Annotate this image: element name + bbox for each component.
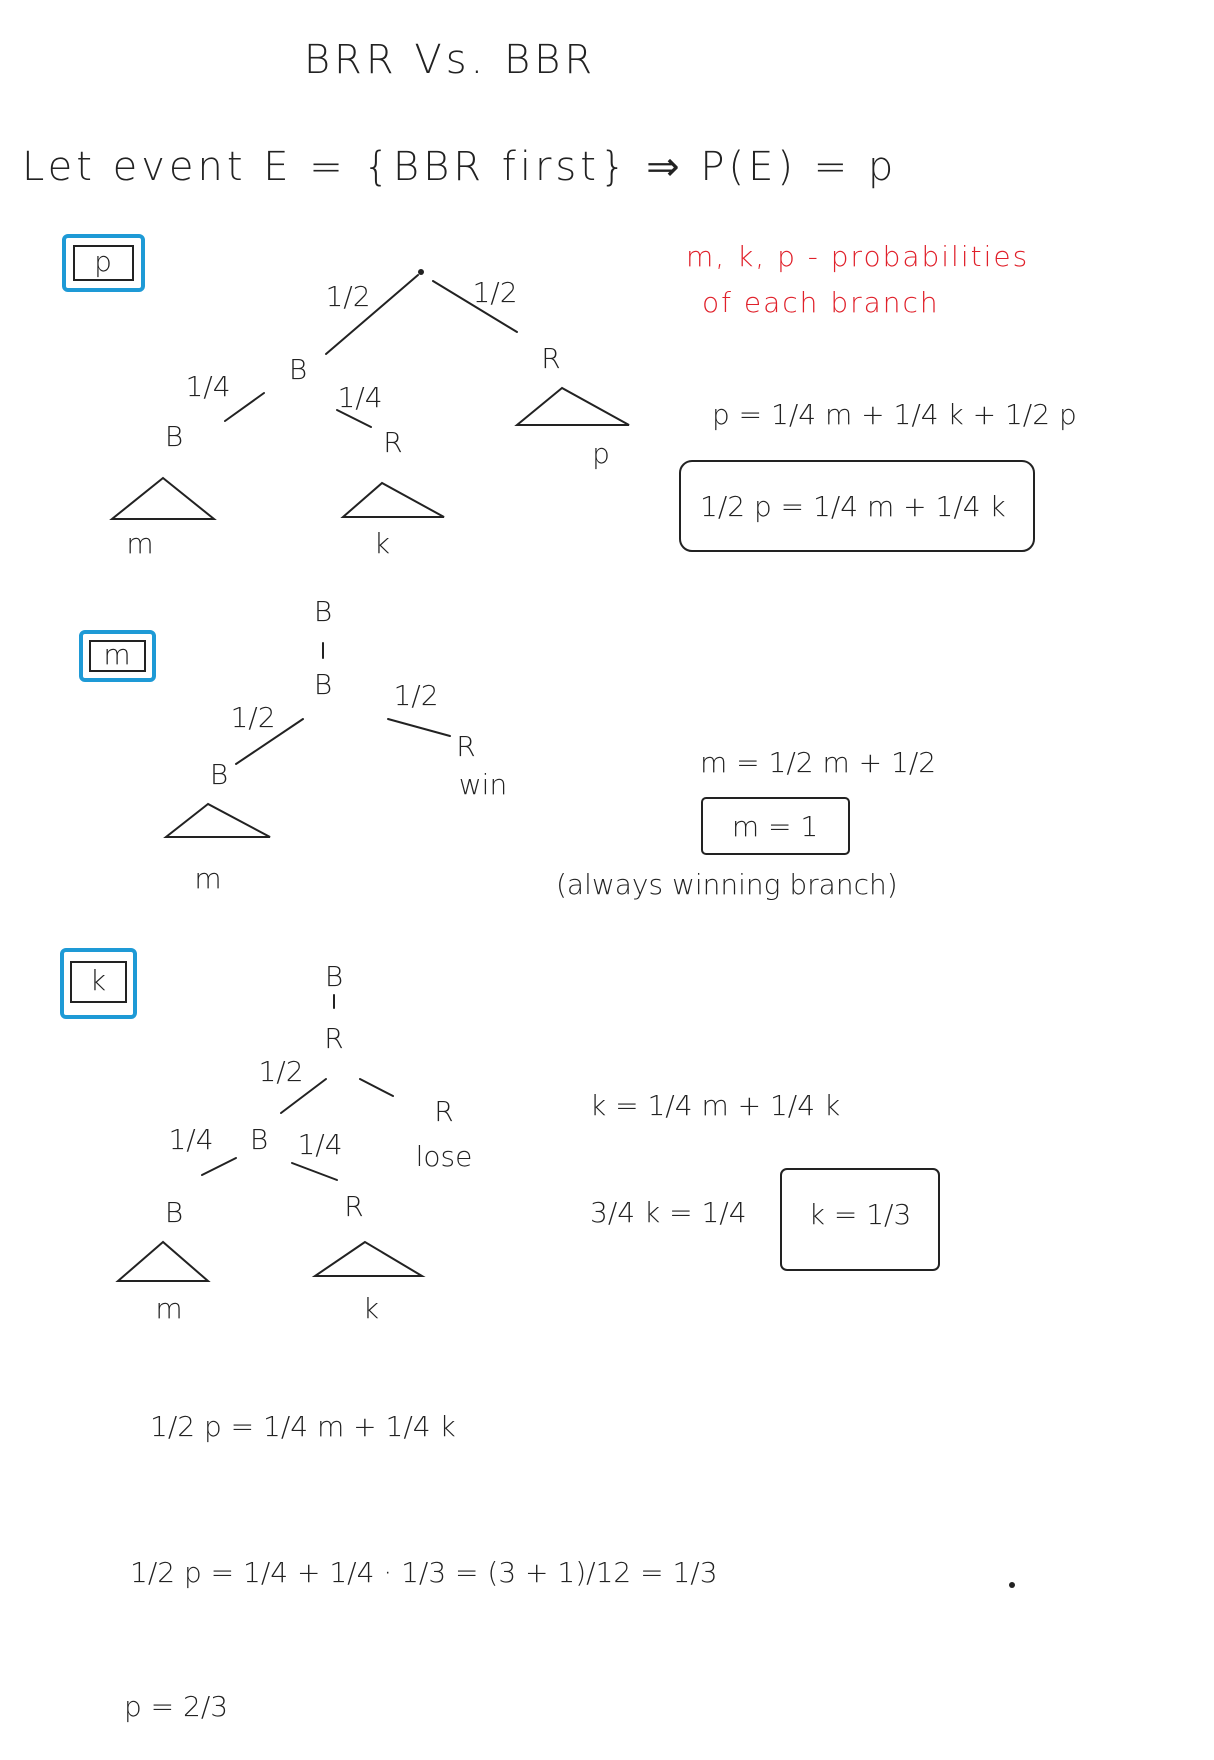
equation: p = 1/4 m + 1/4 k + 1/2 p bbox=[712, 398, 1077, 431]
answer-box bbox=[780, 1168, 940, 1271]
note-line: m, k, p - probabilities bbox=[686, 240, 1029, 273]
note-line: of each branch bbox=[702, 286, 940, 319]
node: B bbox=[165, 420, 183, 453]
node: B bbox=[314, 595, 332, 628]
node: R bbox=[456, 730, 475, 763]
edge-label: 1/2 bbox=[258, 1055, 303, 1088]
subtree bbox=[163, 802, 271, 838]
leaf-label: k bbox=[374, 527, 390, 560]
subtree bbox=[115, 1240, 211, 1282]
edge-label: 1/2 bbox=[230, 701, 275, 734]
node: R bbox=[434, 1095, 453, 1128]
branch bbox=[336, 409, 372, 428]
section-box bbox=[60, 948, 137, 1019]
equation: 1/2 p = 1/4 m + 1/4 k bbox=[700, 490, 1006, 523]
subtree bbox=[109, 476, 217, 520]
node: B bbox=[325, 960, 343, 993]
section-inner-box bbox=[89, 640, 146, 672]
answer-box bbox=[701, 797, 850, 855]
leaf-label: m bbox=[194, 862, 221, 895]
section-label: k bbox=[90, 964, 106, 997]
equation: m = 1 bbox=[732, 810, 818, 843]
edge-label: 1/4 bbox=[297, 1128, 342, 1161]
final-line: 1/2 p = 1/4 + 1/4 · 1/3 = (3 + 1)/12 = 1… bbox=[130, 1556, 718, 1589]
equation: m = 1/2 m + 1/2 bbox=[700, 746, 936, 779]
node: B bbox=[250, 1123, 268, 1156]
edge-label: 1/4 bbox=[185, 370, 230, 403]
tree-root bbox=[418, 269, 424, 275]
branch bbox=[291, 1162, 338, 1181]
branch bbox=[432, 280, 518, 333]
node: B bbox=[165, 1196, 183, 1229]
branch bbox=[235, 718, 304, 765]
final-line: 1/2 p = 1/4 m + 1/4 k bbox=[150, 1410, 456, 1443]
leaf-label: k bbox=[363, 1292, 379, 1325]
edge-label: 1/2 bbox=[393, 679, 438, 712]
node: R bbox=[541, 342, 560, 375]
subtree bbox=[514, 386, 630, 426]
section-inner-box bbox=[70, 961, 127, 1003]
dot bbox=[1009, 1582, 1015, 1588]
node: B bbox=[210, 758, 228, 791]
node: R bbox=[344, 1190, 363, 1223]
remark: (always winning branch) bbox=[556, 868, 898, 901]
leaf-label: p bbox=[592, 437, 610, 470]
leaf-label: m bbox=[126, 527, 153, 560]
node: B bbox=[289, 353, 307, 386]
equation: k = 1/3 bbox=[809, 1198, 912, 1231]
edge-label: 1/2 bbox=[325, 280, 370, 313]
section-label: m bbox=[103, 638, 130, 671]
branch bbox=[359, 1078, 394, 1097]
title: BRR Vs. BBR bbox=[304, 37, 596, 83]
answer-box bbox=[679, 460, 1035, 552]
outcome: lose bbox=[416, 1140, 473, 1173]
branch bbox=[325, 274, 419, 355]
final-line: p = 2/3 bbox=[124, 1690, 228, 1723]
edge-label: 1/2 bbox=[472, 276, 517, 309]
equation: 3/4 k = 1/4 bbox=[590, 1196, 747, 1229]
edge-label: 1/4 bbox=[168, 1123, 213, 1156]
leaf-label: m bbox=[155, 1292, 182, 1325]
equation: k = 1/4 m + 1/4 k bbox=[590, 1089, 840, 1122]
definition: Let event E = {BBR first} ⇒ P(E) = p bbox=[22, 144, 897, 190]
outcome: win bbox=[459, 768, 507, 801]
section-box bbox=[79, 630, 156, 682]
edge-label: 1/4 bbox=[337, 381, 382, 414]
section-label: p bbox=[94, 245, 112, 278]
section-box bbox=[62, 234, 145, 292]
branch bbox=[201, 1157, 237, 1176]
node: R bbox=[324, 1022, 343, 1055]
branch bbox=[280, 1078, 327, 1114]
subtree bbox=[340, 481, 445, 518]
node: R bbox=[383, 426, 402, 459]
branch bbox=[387, 718, 451, 737]
subtree bbox=[311, 1240, 426, 1277]
node: B bbox=[314, 668, 332, 701]
section-inner-box bbox=[73, 245, 134, 281]
branch bbox=[224, 392, 265, 422]
